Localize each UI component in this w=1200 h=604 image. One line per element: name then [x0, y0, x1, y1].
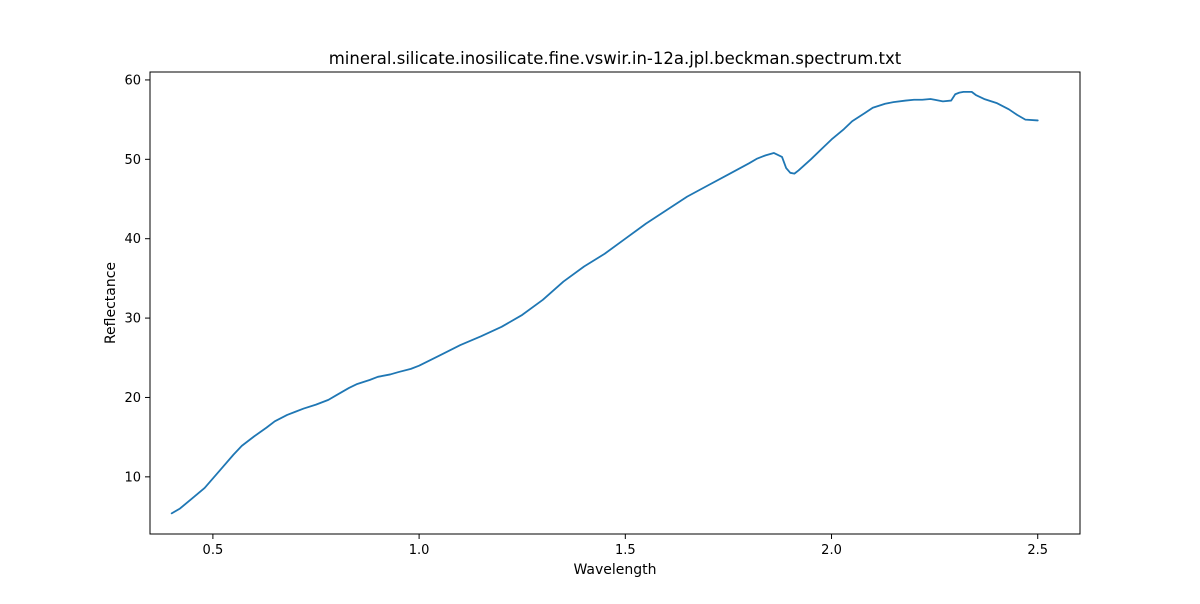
- x-tick-label: 1.0: [409, 543, 430, 558]
- y-tick-label: 50: [124, 153, 141, 168]
- x-tick-label: 0.5: [203, 543, 224, 558]
- series-layer: [170, 90, 1039, 515]
- y-tick-label: 40: [124, 232, 141, 247]
- chart-title: mineral.silicate.inosilicate.fine.vswir.…: [329, 49, 902, 68]
- y-tick-label: 10: [124, 470, 141, 485]
- x-tick-label: 2.5: [1027, 543, 1048, 558]
- y-axis-label: Reflectance: [103, 262, 119, 344]
- y-tick-label: 20: [124, 391, 141, 406]
- plot-frame: [149, 71, 1081, 535]
- x-tick-label: 2.0: [821, 543, 842, 558]
- x-tick-label: 1.5: [615, 543, 636, 558]
- x-axis-label: Wavelength: [573, 562, 656, 578]
- series-line-0: [170, 90, 1039, 515]
- y-tick-label: 60: [124, 73, 141, 88]
- ticks-layer: 0.5 1.0 1.5 2.0 2.5 10 20 30 40 50 60: [124, 73, 1048, 558]
- y-tick-label: 30: [124, 312, 141, 327]
